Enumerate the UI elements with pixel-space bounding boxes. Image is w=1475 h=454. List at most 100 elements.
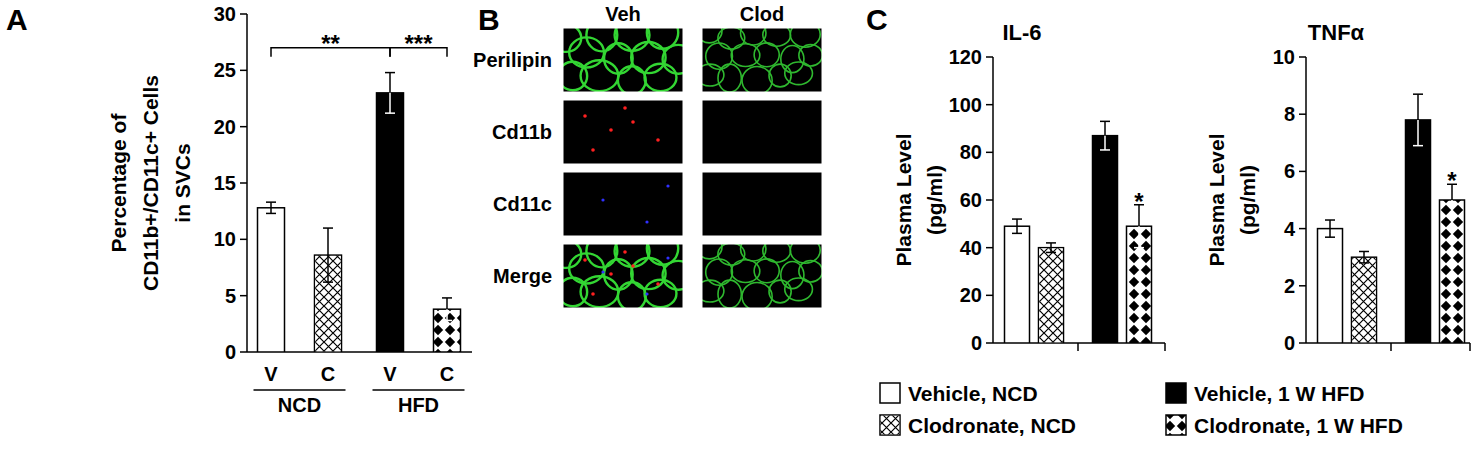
- x-tick-label: V: [264, 363, 278, 385]
- bar: [1352, 257, 1377, 343]
- y-tick: [1299, 285, 1306, 287]
- bar: [258, 208, 285, 352]
- error-bar-lower: [327, 255, 329, 282]
- bar-hatch: [1039, 248, 1063, 342]
- figure: ABCPercentage ofCD11b+/CD11c+ Cellsin SV…: [0, 0, 1475, 454]
- column-header: Veh: [605, 3, 641, 25]
- error-bar-lower: [270, 208, 272, 214]
- error-cap: [1012, 233, 1022, 235]
- cd11b-signal: [623, 106, 627, 110]
- y-tick: [1299, 56, 1306, 58]
- legend-label: Clodronate, NCD: [908, 414, 1076, 437]
- cell-outline: [754, 43, 779, 67]
- micrograph: [563, 172, 683, 236]
- error-bar: [1329, 220, 1331, 229]
- legend-swatch: [880, 415, 900, 435]
- micrograph-frame: [702, 172, 822, 236]
- y-axis-label: Plasma Level: [892, 133, 915, 266]
- group-label: NCD: [278, 394, 321, 416]
- bar: [1039, 248, 1064, 343]
- error-cap: [1447, 215, 1457, 217]
- y-tick-label: 15: [214, 172, 236, 194]
- micrograph-bg: [563, 172, 683, 236]
- error-bar-lower: [1363, 257, 1365, 263]
- micrograph-frame: [702, 100, 822, 164]
- y-tick-label: 10: [1273, 46, 1295, 68]
- error-cap: [385, 112, 395, 114]
- cell-outline: [604, 43, 633, 74]
- cell-outline: [769, 280, 791, 303]
- bar: [434, 309, 461, 352]
- error-bar: [270, 202, 272, 208]
- cell-outline: [618, 282, 646, 308]
- bar: [315, 255, 342, 352]
- cd11c-signal: [666, 256, 669, 259]
- cd11c-signal: [601, 198, 604, 201]
- y-tick-label: 0: [1284, 332, 1295, 354]
- error-cap: [323, 281, 333, 283]
- error-bar-lower: [1138, 226, 1140, 247]
- panel-label: C: [866, 3, 888, 36]
- row-label: Merge: [493, 265, 552, 287]
- y-tick-label: 60: [960, 189, 982, 211]
- y-tick-label: 20: [214, 116, 236, 138]
- micrograph-bg: [702, 172, 822, 236]
- x-tick-label: V: [383, 363, 397, 385]
- cell-outline: [706, 259, 733, 285]
- cd11b-signal: [591, 148, 595, 152]
- bar: [1005, 226, 1030, 343]
- error-cap: [323, 227, 333, 229]
- cd11c-signal: [666, 184, 669, 187]
- micrograph-frame: [563, 172, 683, 236]
- chart: TNFαPlasma Level(pg/ml)0246810*: [1205, 20, 1471, 354]
- error-bar-lower: [1016, 226, 1018, 233]
- micrograph: [702, 100, 822, 164]
- x-tick: [1390, 343, 1392, 351]
- legend-swatch: [880, 383, 900, 403]
- legend-label: Clodronate, 1 W HFD: [1194, 414, 1403, 437]
- cd11b-signal: [631, 264, 635, 268]
- bar: [1127, 226, 1152, 343]
- column-header: Clod: [740, 3, 784, 25]
- row-label: Perilipin: [473, 49, 552, 71]
- cell-outline: [586, 28, 617, 51]
- micrograph-frame: [563, 244, 683, 308]
- cell-outline: [615, 28, 650, 51]
- error-bar-lower: [446, 309, 448, 320]
- cd11b-signal: [656, 138, 660, 142]
- cd11b-signal: [623, 250, 627, 254]
- cell-outline: [718, 64, 741, 92]
- cell-outline: [769, 64, 791, 87]
- y-tick: [240, 351, 247, 353]
- error-bar: [446, 298, 448, 309]
- legend-hatch: [881, 416, 900, 435]
- y-tick: [1299, 171, 1306, 173]
- y-tick: [240, 13, 247, 15]
- y-axis: [246, 14, 248, 352]
- group-line: [373, 389, 465, 391]
- y-tick: [1299, 342, 1306, 344]
- error-bar-lower: [389, 93, 391, 113]
- y-axis-label: (pg/ml): [923, 165, 946, 235]
- legend-swatch: [1166, 415, 1186, 435]
- plot-area: [1318, 94, 1465, 343]
- cd11c-signal: [601, 270, 604, 273]
- micrograph: [563, 100, 683, 164]
- error-bar-lower: [1329, 229, 1331, 238]
- y-axis-label: in SVCs: [171, 143, 194, 222]
- bar-hatch: [1127, 227, 1151, 342]
- error-bar: [1104, 121, 1106, 135]
- bar-hatch: [434, 310, 460, 351]
- y-tick-label: 8: [1284, 103, 1295, 125]
- cd11b-signal: [631, 120, 635, 124]
- y-tick: [240, 239, 247, 241]
- cd11c-signal: [645, 220, 648, 223]
- bar-hatch: [1440, 201, 1464, 343]
- cd11b-signal: [609, 272, 613, 276]
- y-tick-label: 0: [225, 341, 236, 363]
- cell-outline: [731, 260, 760, 283]
- y-tick: [240, 182, 247, 184]
- error-bar: [327, 228, 329, 255]
- error-cap: [266, 201, 276, 203]
- y-tick-label: 20: [960, 284, 982, 306]
